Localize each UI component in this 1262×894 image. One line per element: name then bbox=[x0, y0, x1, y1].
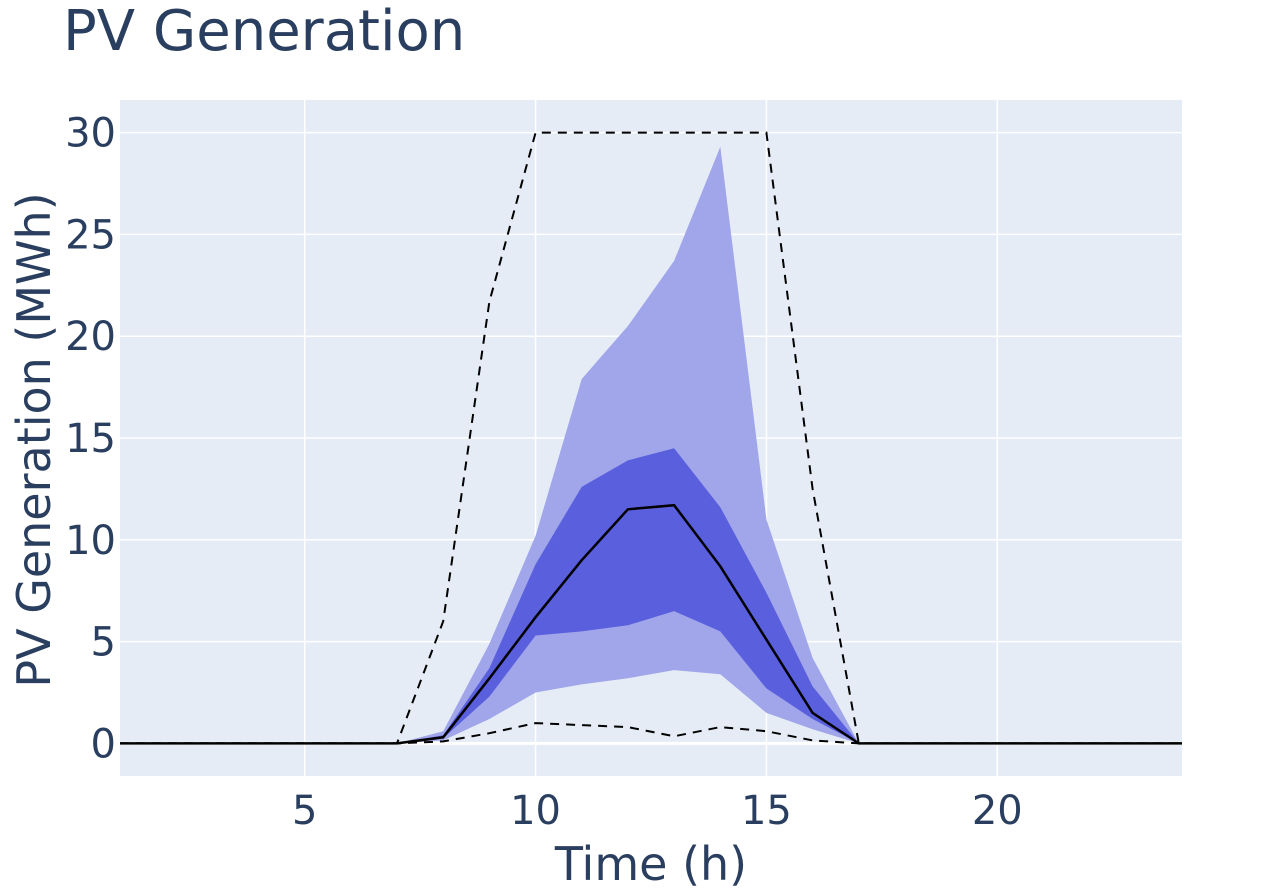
x-tick-label: 20 bbox=[972, 788, 1023, 834]
x-tick-labels: 5 10 15 20 bbox=[292, 788, 1023, 834]
inner-band-area bbox=[120, 448, 1182, 744]
x-tick-label: 10 bbox=[510, 788, 561, 834]
chart-title: PV Generation bbox=[63, 0, 465, 64]
y-tick-label: 10 bbox=[65, 518, 116, 564]
y-tick-label: 30 bbox=[65, 111, 116, 157]
x-tick-label: 5 bbox=[292, 788, 317, 834]
y-tick-label: 25 bbox=[65, 212, 116, 258]
y-tick-label: 0 bbox=[91, 721, 116, 767]
median-line bbox=[120, 503, 1182, 745]
band-areas bbox=[120, 146, 1182, 744]
y-tick-label: 15 bbox=[65, 416, 116, 462]
x-axis-title: Time (h) bbox=[554, 837, 747, 891]
y-tick-labels: 0 5 10 15 20 25 30 bbox=[65, 111, 116, 768]
series-lines bbox=[120, 131, 1182, 745]
y-axis-title: PV Generation (MWh) bbox=[7, 192, 61, 687]
y-tick-label: 5 bbox=[91, 620, 116, 666]
y-tick-label: 20 bbox=[65, 314, 116, 360]
grid-lines bbox=[120, 100, 1182, 776]
x-tick-label: 15 bbox=[741, 788, 792, 834]
outer-band-area bbox=[120, 146, 1182, 744]
